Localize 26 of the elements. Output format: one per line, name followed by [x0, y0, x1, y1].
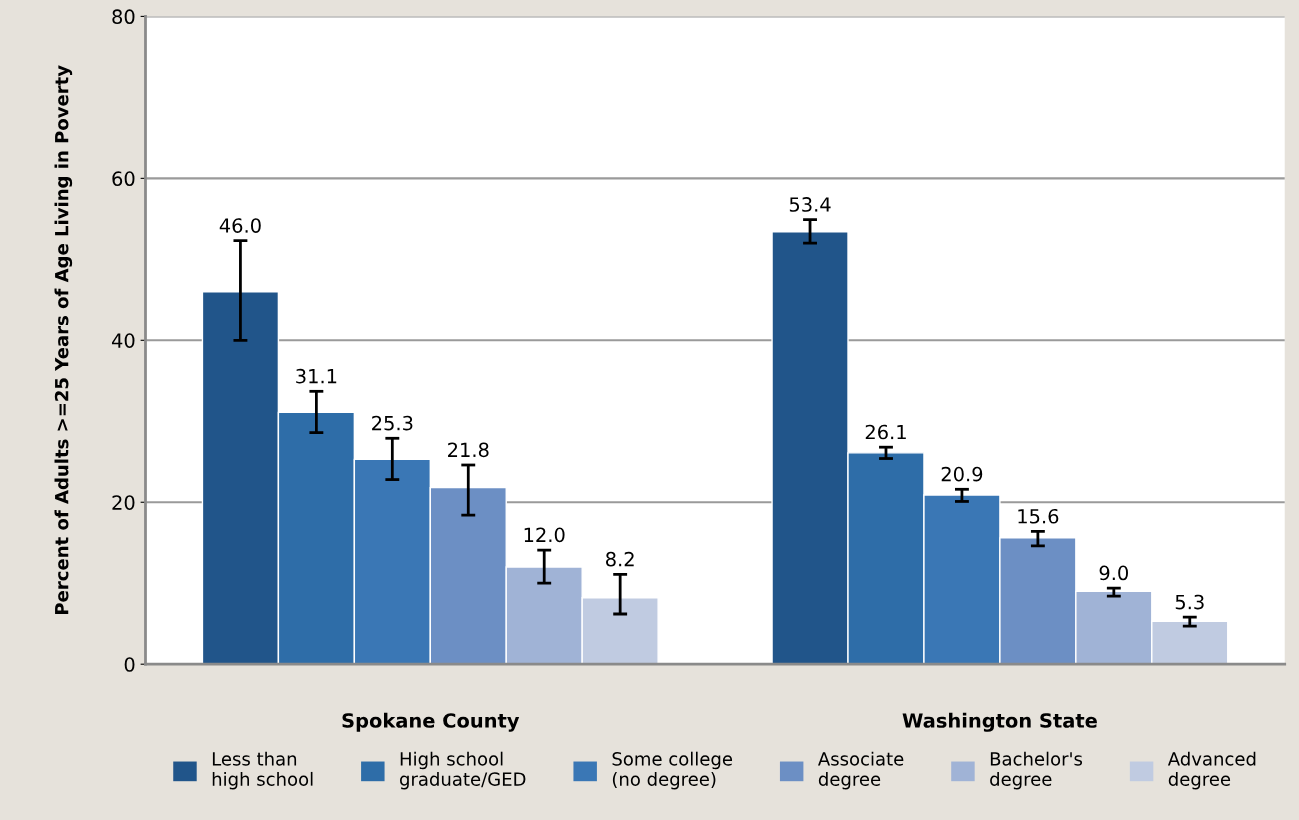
- data-label: 46.0: [219, 218, 261, 233]
- y-tick-label: 20: [112, 495, 135, 510]
- x-tick-label: Washington State: [902, 712, 1097, 732]
- legend-label: Associate degree: [817, 751, 904, 790]
- y-tick-label: 0: [124, 657, 135, 672]
- data-label: 15.6: [1018, 508, 1059, 524]
- legend-label: High school graduate/GED: [400, 751, 526, 790]
- legend-label: Less than high school: [212, 751, 313, 790]
- legend-label: Advanced degree: [1167, 751, 1256, 790]
- data-label: 9.0: [1099, 565, 1128, 581]
- x-tick-label: Spokane County: [342, 712, 520, 732]
- y-tick-label: 60: [112, 171, 135, 187]
- y-tick-label: 40: [111, 333, 135, 348]
- y-axis-title: Percent of Adults >=25 Years of Age Living in Poverty: [54, 65, 73, 614]
- data-label: 21.8: [448, 442, 489, 458]
- data-label: 31.1: [296, 368, 337, 384]
- y-tick-label: 80: [112, 9, 135, 25]
- data-label: 5.3: [1175, 594, 1204, 610]
- data-label: 26.1: [865, 424, 906, 440]
- data-label: 20.9: [941, 466, 983, 482]
- legend-label: Bachelor's degree: [990, 751, 1083, 790]
- legend-label: Some college (no degree): [612, 751, 733, 790]
- data-label: 8.2: [606, 551, 634, 567]
- data-label: 25.3: [372, 415, 413, 431]
- data-label: 12.0: [524, 527, 565, 543]
- data-label: 53.4: [789, 197, 831, 212]
